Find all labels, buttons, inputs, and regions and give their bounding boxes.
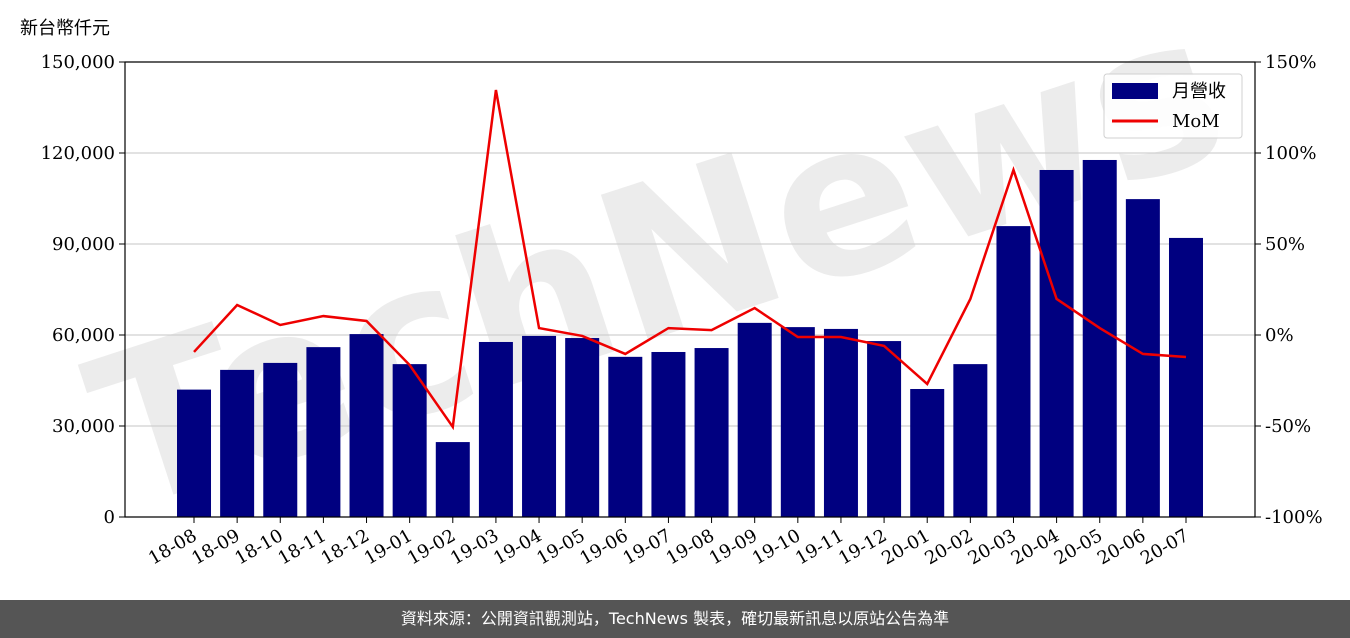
bar (435, 442, 470, 517)
x-tick-label: 19-10 (749, 525, 804, 569)
y-tick-label: 0 (104, 507, 115, 528)
y2-tick-label: 50% (1265, 234, 1305, 255)
bar (349, 334, 384, 517)
bar (651, 351, 686, 517)
x-tick-label: 19-02 (404, 525, 459, 569)
bar (737, 322, 772, 517)
plot-frame (124, 61, 1256, 518)
line (193, 89, 1187, 431)
y-tick-label: 30,000 (52, 416, 115, 437)
bar (1125, 199, 1160, 517)
bar (565, 338, 600, 517)
x-tick-label: 19-01 (361, 525, 416, 569)
bar (306, 347, 341, 517)
bar (263, 362, 298, 517)
x-tick-label: 20-02 (921, 525, 976, 569)
x-tick-label: 18-10 (231, 525, 286, 569)
y-tick-label: 120,000 (41, 143, 115, 164)
footer: 資料來源：公開資訊觀測站，TechNews 製表，確切最新訊息以原站公告為準 (0, 600, 1350, 638)
bar (867, 341, 902, 517)
x-tick-label: 20-01 (878, 525, 933, 569)
bar (392, 364, 427, 517)
bar (823, 328, 858, 517)
y-tick-label: 90,000 (52, 234, 115, 255)
bar (522, 335, 557, 517)
x-tick-label: 20-03 (965, 525, 1020, 569)
bar (220, 369, 255, 517)
x-tick-label: 19-04 (490, 525, 545, 569)
x-tick-label: 19-03 (447, 525, 502, 569)
y2-tick-label: -100% (1265, 507, 1323, 528)
x-tick-label: 20-04 (1008, 525, 1063, 569)
x-tick-label: 19-11 (792, 525, 847, 569)
x-tick-label: 18-12 (318, 525, 373, 569)
bar (1082, 159, 1117, 517)
bar (1039, 169, 1074, 517)
bar (953, 364, 988, 517)
x-tick-label: 18-11 (274, 525, 329, 569)
bar (996, 226, 1031, 517)
x-tick-label: 19-05 (533, 525, 588, 569)
legend-label: 月營收 (1172, 81, 1226, 102)
y2-tick-label: -50% (1265, 416, 1311, 437)
y2-tick-label: 0% (1265, 325, 1294, 346)
bar (694, 348, 729, 517)
bar (1168, 237, 1203, 517)
x-tick-label: 20-05 (1051, 525, 1106, 569)
legend-label: MoM (1172, 111, 1220, 132)
y-tick-label: 60,000 (52, 325, 115, 346)
x-tick-label: 19-09 (706, 525, 761, 569)
legend-swatch (1112, 83, 1158, 99)
x-tick-label: 20-07 (1137, 525, 1192, 569)
y-tick-label: 150,000 (41, 52, 115, 73)
x-tick-label: 19-06 (576, 525, 631, 569)
bar (177, 389, 212, 517)
bar (478, 341, 513, 517)
x-tick-label: 19-08 (663, 525, 718, 569)
x-tick-label: 19-07 (619, 525, 674, 569)
x-tick-label: 20-06 (1094, 525, 1149, 569)
bar (780, 327, 815, 517)
bar (910, 388, 945, 517)
x-tick-label: 19-12 (835, 525, 890, 569)
y-axis-label: 新台幣仟元 (20, 18, 110, 39)
y2-tick-label: 150% (1265, 52, 1316, 73)
y2-tick-label: 100% (1265, 143, 1316, 164)
chart: 新台幣仟元 TechNews030,00060,00090,000120,000… (20, 0, 1323, 569)
bar (608, 356, 643, 517)
